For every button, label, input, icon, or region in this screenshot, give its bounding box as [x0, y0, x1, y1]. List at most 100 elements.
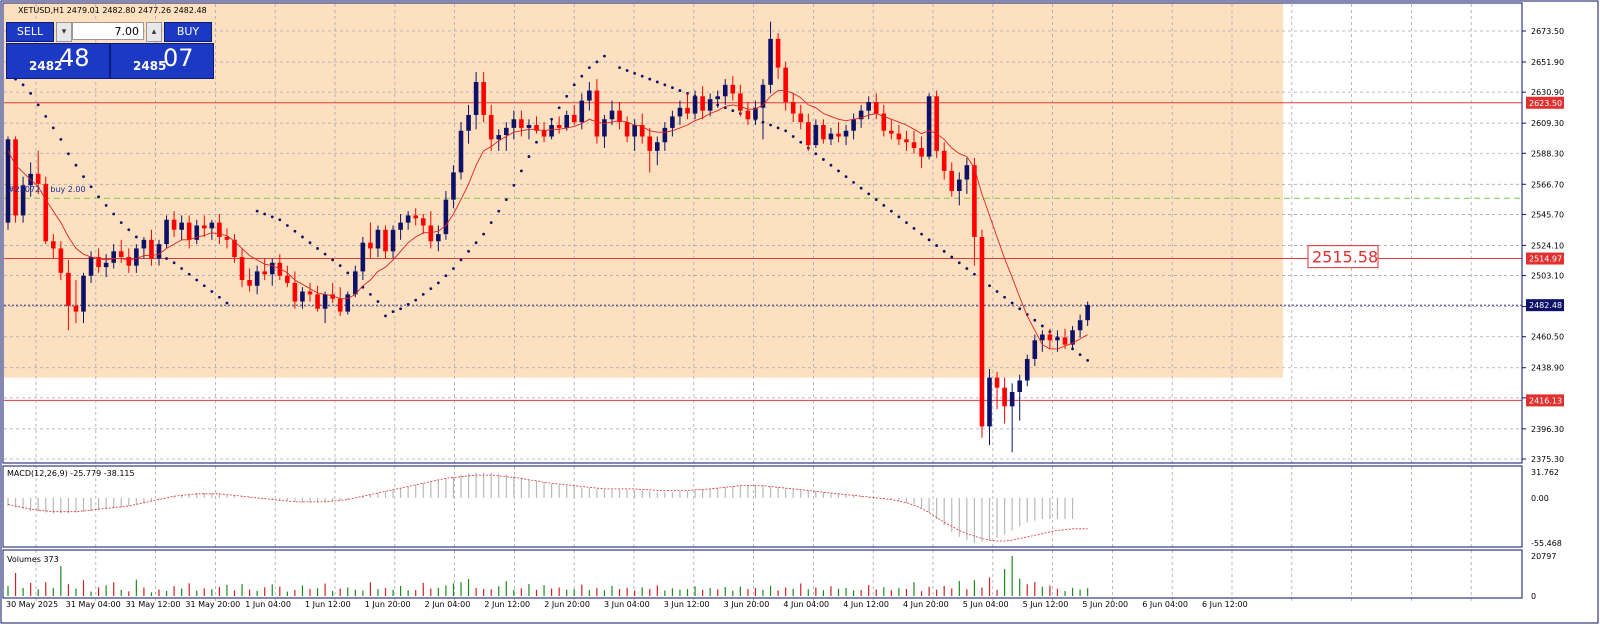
price-band-layer: [4, 3, 1283, 378]
bull-candle: [269, 262, 275, 275]
sell-button[interactable]: SELL: [6, 22, 54, 42]
parabolic-sar-dot: [187, 272, 191, 276]
bear-candle: [745, 110, 751, 120]
parabolic-sar-dot: [1010, 301, 1014, 305]
parabolic-sar-dot: [769, 123, 772, 127]
volume-layer: [7, 556, 1089, 596]
bull-candle: [443, 199, 449, 235]
parabolic-sar-dot: [633, 71, 637, 75]
y-tick-label: 2545.70: [1531, 210, 1564, 219]
lot-size-input[interactable]: 7.00: [72, 22, 144, 40]
bear-candle: [1062, 337, 1068, 345]
parabolic-sar-dot: [784, 129, 788, 133]
buy-button[interactable]: BUY: [164, 22, 212, 42]
bull-candle: [405, 215, 411, 223]
bear-candle: [541, 130, 547, 137]
parabolic-sar-dot: [497, 209, 501, 213]
bear-candle: [821, 125, 826, 140]
parabolic-sar-dot: [520, 169, 523, 173]
parabolic-sar-dot: [421, 292, 425, 296]
y-tick-label: 2651.90: [1531, 58, 1564, 67]
bear-candle: [979, 236, 985, 427]
bear-candle: [428, 225, 434, 242]
parabolic-sar-dot: [950, 255, 954, 259]
bull-candle: [156, 244, 162, 259]
parabolic-sar-dot: [799, 140, 803, 144]
parabolic-sar-dot: [391, 310, 395, 313]
bear-candle: [307, 291, 313, 295]
bear-candle: [624, 122, 630, 137]
parabolic-sar-dot: [459, 258, 463, 262]
ask-price-button[interactable]: 2485 07: [110, 43, 214, 79]
bear-candle: [949, 170, 955, 192]
parabolic-sar-dot: [323, 252, 327, 256]
parabolic-sar-dot: [1078, 353, 1082, 357]
parabolic-sar-dot: [874, 198, 878, 202]
parabolic-sar-dot: [331, 258, 335, 262]
bull-candle: [722, 84, 728, 97]
y-tick-label: 2503.10: [1531, 272, 1564, 281]
bear-candle: [118, 251, 124, 258]
moving-average-line: [7, 90, 1088, 350]
bear-candle: [783, 67, 788, 103]
y-tick-label: 2524.10: [1531, 241, 1564, 250]
bull-candle: [1024, 358, 1030, 381]
bear-candle: [277, 262, 283, 276]
bear-candle: [700, 96, 705, 111]
bull-candle: [1040, 334, 1045, 341]
bull-candle: [866, 102, 871, 111]
parabolic-sar-dot: [867, 192, 871, 196]
ask-price-small: 2485: [133, 59, 167, 73]
x-tick-label: 4 Jun 12:00: [843, 600, 889, 609]
parabolic-sar-dot: [905, 221, 908, 225]
bear-candle: [806, 122, 811, 146]
bid-price-big: 48: [59, 44, 90, 72]
bull-candle: [322, 294, 328, 309]
bull-candle: [111, 251, 116, 263]
bull-candle: [88, 257, 94, 276]
volume-y-tick-label: 0: [1531, 592, 1536, 601]
bull-candle: [254, 271, 260, 286]
bear-candle: [58, 248, 64, 273]
lot-increase-button[interactable]: ▴: [146, 22, 162, 42]
parabolic-sar-dot: [603, 54, 606, 58]
level-price-badge: [1526, 96, 1564, 109]
bull-candle: [549, 125, 554, 137]
ask-price-big: 07: [163, 44, 194, 72]
parabolic-sar-dot: [844, 175, 848, 179]
bull-candle: [1070, 330, 1075, 345]
bear-candle: [43, 183, 49, 242]
parabolic-sar-dot: [74, 163, 78, 167]
support-resistance-zone: [4, 3, 1283, 378]
parabolic-sar-dot: [127, 228, 131, 232]
bear-candle: [171, 219, 177, 230]
bull-candle: [194, 225, 200, 240]
parabolic-sar-dot: [535, 140, 538, 144]
parabolic-sar-dot: [587, 66, 591, 69]
bear-candle: [775, 38, 781, 68]
order-label: #25072... buy 2.00: [8, 185, 86, 194]
bear-candle: [519, 119, 524, 128]
volume-y-tick-label: 20797: [1531, 552, 1556, 561]
x-tick-label: 1 Jun 20:00: [365, 600, 411, 609]
x-tick-label: 3 Jun 12:00: [664, 600, 710, 609]
bear-candle: [881, 113, 887, 131]
parabolic-sar-dot: [436, 281, 440, 285]
bid-price-button[interactable]: 2482 48: [6, 43, 110, 79]
parabolic-sar-dot: [429, 287, 433, 291]
bull-candle: [662, 127, 668, 143]
bull-candle: [760, 84, 766, 108]
bull-candle: [504, 127, 509, 136]
bear-candle: [315, 294, 320, 309]
parabolic-sar-dot: [640, 74, 644, 78]
parabolic-sar-dot: [814, 152, 818, 156]
price-marker-box: [1307, 245, 1379, 269]
bull-candle: [564, 114, 569, 128]
bear-candle: [126, 257, 132, 266]
bull-candle: [1017, 380, 1022, 392]
x-tick-label: 6 Jun 04:00: [1142, 600, 1188, 609]
x-tick-label: 2 Jun 04:00: [425, 600, 471, 609]
lot-decrease-button[interactable]: ▾: [56, 22, 72, 42]
parabolic-sar-dot: [89, 185, 93, 189]
bull-candle: [511, 119, 517, 128]
